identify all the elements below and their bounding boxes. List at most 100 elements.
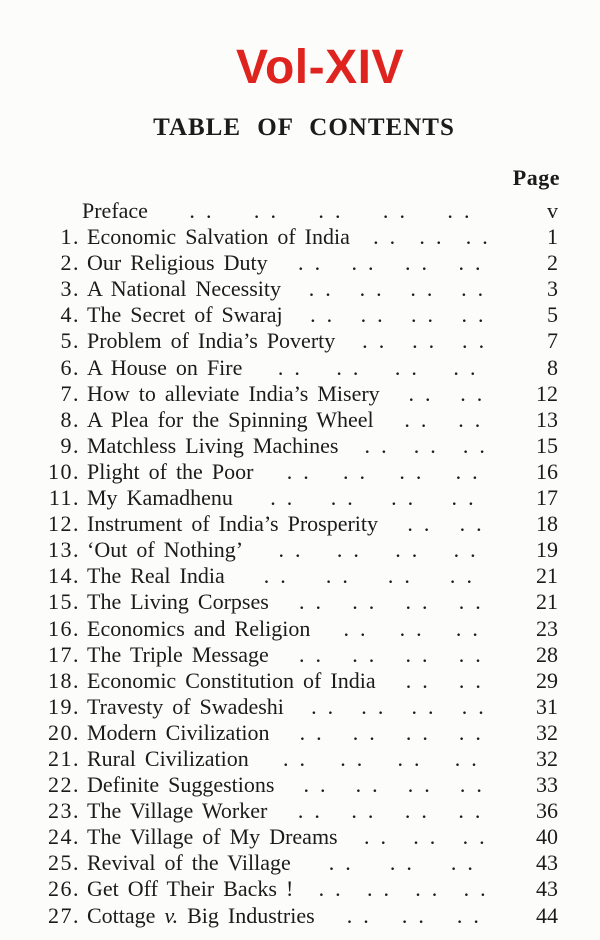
leader-dots: . .: [352, 589, 376, 615]
leader-dots: . .: [453, 537, 477, 563]
entry-title: Our Religious Duty: [87, 250, 268, 276]
toc-entry: 19. Travesty of Swadeshi . . . . . . . . 31: [0, 694, 600, 720]
dot-leader: . . . . . .: [291, 850, 512, 876]
entry-page-number: 8: [547, 354, 558, 380]
leader-dots: . .: [405, 589, 429, 615]
entry-title: The Secret of Swaraj: [87, 302, 283, 328]
dot-leader: . . . .: [376, 668, 512, 694]
leader-dots: . .: [299, 589, 323, 615]
toc-entry: 2. Our Religious Duty . . . . . . . . 2: [0, 250, 600, 276]
leader-dots: . .: [297, 798, 321, 824]
entry-page-number: 43: [536, 876, 558, 902]
leader-dots: . .: [373, 224, 397, 250]
entry-number: 26.: [48, 876, 80, 902]
dot-leader: . . . . . . . .: [274, 772, 512, 798]
leader-dots: . .: [458, 250, 482, 276]
entry-title: Preface: [82, 198, 148, 223]
entry-number: 24.: [48, 824, 80, 850]
entry-page-number: 18: [536, 511, 558, 537]
entry-number: 17.: [48, 641, 80, 667]
entry-title: ‘Out of Nothing’: [87, 537, 244, 563]
toc-entry: 9. Matchless Living Machines . . . . . . 15: [0, 433, 600, 459]
leader-dots: . .: [451, 485, 475, 511]
toc-entry: 1. Economic Salvation of India . . . . . . 1: [0, 224, 600, 250]
toc-entry: 13. ‘Out of Nothing’ . . . . . . . . 19: [0, 537, 600, 563]
toc-entry: 12. Instrument of India’s Prosperity. .. …: [0, 511, 600, 537]
entry-title: Economic Constitution of India: [87, 667, 376, 693]
dot-leader: . . . . . . . .: [270, 720, 512, 746]
dot-leader: . . . . . . . .: [249, 746, 512, 772]
entry-number: 3.: [60, 276, 80, 302]
entry-title: The Triple Message: [87, 641, 269, 667]
entry-page-number: 23: [536, 615, 558, 641]
entry-page-number: 16: [536, 458, 558, 484]
entry-title: A House on Fire: [87, 354, 243, 380]
entry-page-number: 1: [547, 224, 558, 250]
entry-page-number: 28: [536, 641, 558, 667]
entry-title: The Village of My Dreams: [87, 824, 338, 850]
leader-dots: . .: [410, 276, 434, 302]
entry-title: A National Necessity: [87, 276, 281, 302]
entry-title: Get Off Their Backs !: [87, 876, 294, 902]
toc-entry: 21. Rural Civilization . . . . . . . . 32: [0, 746, 600, 772]
entry-page-number: 44: [536, 902, 558, 928]
dot-leader: . . . . . . . .: [233, 485, 512, 511]
entry-title: Cottage v. Big Industries: [80, 903, 315, 929]
leader-dots: . .: [456, 902, 480, 928]
leader-dots: . .: [394, 354, 418, 380]
leader-dots: . .: [405, 641, 429, 667]
dot-leader: . . . . . .: [338, 433, 512, 459]
leader-dots: . .: [404, 406, 428, 432]
entry-title: Instrument of India’s Prosperity: [87, 511, 379, 537]
dot-leader: . . . . . . . .: [225, 563, 512, 589]
leader-dots: . .: [397, 745, 421, 771]
toc-entry: 20. Modern Civilization . . . . . . . . 32: [0, 720, 600, 746]
entry-page-number: 21: [536, 589, 558, 615]
entry-page-number: 43: [536, 850, 558, 876]
leader-dots: . .: [343, 615, 367, 641]
dot-leader: . . . . . . . .: [269, 589, 512, 615]
entry-title: Definite Suggestions: [87, 772, 275, 798]
leader-dots: . .: [465, 224, 489, 250]
leader-dots: . .: [362, 328, 386, 354]
leader-dots: . .: [303, 772, 327, 798]
toc-entry: 24. The Village of My Dreams . . . . . . 40: [0, 824, 600, 850]
entry-number: 8.: [60, 406, 80, 432]
leader-dots: . .: [346, 902, 370, 928]
toc-entry: 11. My Kamadhenu . . . . . . . . 17: [0, 485, 600, 511]
toc-entry: 22. Definite Suggestions . . . . . . . . 33: [0, 772, 600, 798]
dot-leader: . . . . . .: [335, 328, 512, 354]
leader-dots: . .: [330, 485, 354, 511]
entry-title: Economics and Religion: [87, 615, 311, 641]
entry-number: 20.: [48, 719, 80, 745]
entry-page-number: 12: [536, 380, 558, 406]
dot-leader: . . . . . . . . . .: [148, 198, 512, 224]
entry-title: The Village Worker: [87, 798, 268, 824]
toc-entry: 8. A Plea for the Spinning Wheel . . . . 13: [0, 407, 600, 433]
leader-dots: . .: [355, 772, 379, 798]
entry-number: 27.: [48, 902, 80, 928]
entry-number: 13.: [48, 537, 80, 563]
leader-dots: . .: [340, 745, 364, 771]
dot-leader: . . . . . . . .: [284, 694, 512, 720]
dot-leader: . . . .: [374, 407, 512, 433]
entry-page-number: 5: [547, 302, 558, 328]
leader-dots: . .: [459, 772, 483, 798]
entry-title: Plight of the Poor: [87, 458, 254, 484]
leader-dots: . .: [413, 432, 437, 458]
entry-page-number: 32: [536, 719, 558, 745]
leader-dots: . .: [458, 641, 482, 667]
entry-title: Matchless Living Machines: [87, 432, 339, 458]
entry-number: 22.: [48, 772, 80, 798]
leader-dots: . .: [407, 772, 431, 798]
leader-dots: . .: [411, 302, 435, 328]
leader-dots: . .: [391, 485, 415, 511]
leader-dots: . .: [286, 458, 310, 484]
leader-dots: . .: [411, 693, 435, 719]
leader-dots: . .: [336, 537, 360, 563]
entry-page-number: 15: [536, 432, 558, 458]
leader-dots: . .: [351, 250, 375, 276]
leader-dots: . .: [453, 354, 477, 380]
leader-dots: . .: [413, 824, 437, 850]
